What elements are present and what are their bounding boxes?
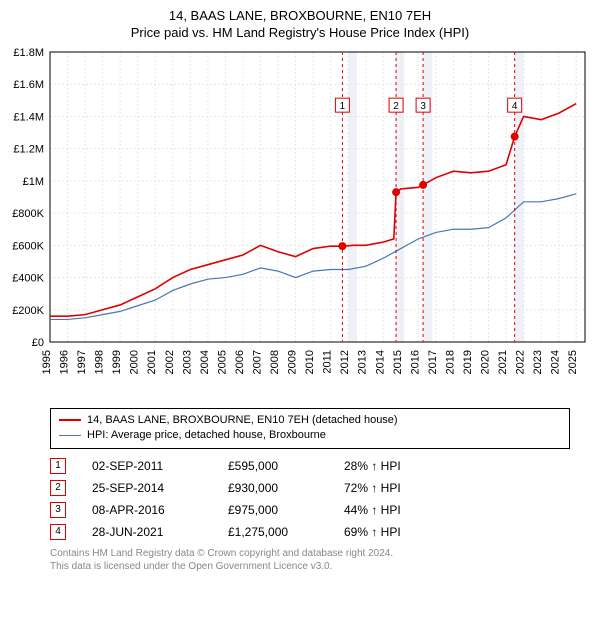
sale-pct: 44% ↑ HPI <box>344 503 444 517</box>
svg-text:£1.8M: £1.8M <box>13 47 44 59</box>
sale-marker: 2 <box>50 480 66 496</box>
sale-date: 28-JUN-2021 <box>92 525 202 539</box>
sale-row: 4 28-JUN-2021 £1,275,000 69% ↑ HPI <box>50 521 570 543</box>
sale-date: 08-APR-2016 <box>92 503 202 517</box>
svg-text:£400K: £400K <box>12 272 44 284</box>
legend-box: 14, BAAS LANE, BROXBOURNE, EN10 7EH (det… <box>50 408 570 449</box>
sale-price: £930,000 <box>228 481 318 495</box>
sale-pct: 28% ↑ HPI <box>344 459 444 473</box>
svg-text:2006: 2006 <box>234 350 246 374</box>
svg-text:1999: 1999 <box>111 350 123 374</box>
svg-text:2024: 2024 <box>550 350 562 374</box>
svg-text:3: 3 <box>420 101 426 112</box>
footer-line1: Contains HM Land Registry data © Crown c… <box>50 547 570 560</box>
sale-marker: 1 <box>50 458 66 474</box>
svg-text:2018: 2018 <box>444 350 456 374</box>
footer-line2: This data is licensed under the Open Gov… <box>50 560 570 573</box>
legend-swatch <box>59 419 81 421</box>
sale-marker: 3 <box>50 502 66 518</box>
svg-text:2008: 2008 <box>269 350 281 374</box>
sale-price: £595,000 <box>228 459 318 473</box>
svg-text:2015: 2015 <box>392 350 404 374</box>
svg-text:£1.6M: £1.6M <box>13 79 44 91</box>
svg-text:2022: 2022 <box>515 350 527 374</box>
svg-text:1997: 1997 <box>76 350 88 374</box>
svg-text:1: 1 <box>340 101 346 112</box>
svg-text:2009: 2009 <box>287 350 299 374</box>
sale-row: 3 08-APR-2016 £975,000 44% ↑ HPI <box>50 499 570 521</box>
svg-text:2023: 2023 <box>532 350 544 374</box>
svg-text:£1M: £1M <box>23 176 44 188</box>
svg-text:1998: 1998 <box>94 350 106 374</box>
svg-text:£1.2M: £1.2M <box>13 143 44 155</box>
svg-text:£0: £0 <box>32 337 44 349</box>
chart-title: 14, BAAS LANE, BROXBOURNE, EN10 7EH Pric… <box>0 0 600 42</box>
svg-text:2005: 2005 <box>216 350 228 374</box>
sale-pct: 69% ↑ HPI <box>344 525 444 539</box>
svg-text:2013: 2013 <box>357 350 369 374</box>
svg-text:2004: 2004 <box>199 350 211 374</box>
svg-text:2021: 2021 <box>497 350 509 374</box>
svg-text:2002: 2002 <box>164 350 176 374</box>
svg-text:2003: 2003 <box>181 350 193 374</box>
svg-text:2007: 2007 <box>251 350 263 374</box>
chart-svg: £0 £200K £400K £600K £800K £1M £1.2M £1.4M £1.6M… <box>0 42 600 402</box>
sale-row: 1 02-SEP-2011 £595,000 28% ↑ HPI <box>50 455 570 477</box>
sales-table: 1 02-SEP-2011 £595,000 28% ↑ HPI 2 25-SEP-201… <box>50 455 570 543</box>
svg-text:2000: 2000 <box>129 350 141 374</box>
svg-text:2025: 2025 <box>567 350 579 374</box>
svg-text:2019: 2019 <box>462 350 474 374</box>
sale-date: 25-SEP-2014 <box>92 481 202 495</box>
sale-row: 2 25-SEP-2014 £930,000 72% ↑ HPI <box>50 477 570 499</box>
svg-text:2010: 2010 <box>304 350 316 374</box>
svg-text:2020: 2020 <box>480 350 492 374</box>
svg-text:2014: 2014 <box>374 350 386 374</box>
sale-marker: 4 <box>50 524 66 540</box>
svg-text:2016: 2016 <box>409 350 421 374</box>
chart-area: £0 £200K £400K £600K £800K £1M £1.2M £1.4M £1.6M… <box>0 42 600 402</box>
legend-label: 14, BAAS LANE, BROXBOURNE, EN10 7EH (det… <box>87 413 398 428</box>
svg-text:4: 4 <box>512 101 518 112</box>
svg-text:£800K: £800K <box>12 208 44 220</box>
legend-row: 14, BAAS LANE, BROXBOURNE, EN10 7EH (det… <box>59 413 561 428</box>
sale-price: £1,275,000 <box>228 525 318 539</box>
sale-pct: 72% ↑ HPI <box>344 481 444 495</box>
legend-swatch <box>59 435 81 436</box>
title-line2: Price paid vs. HM Land Registry's House … <box>0 25 600 42</box>
svg-text:1995: 1995 <box>41 350 53 374</box>
svg-text:2001: 2001 <box>146 350 158 374</box>
svg-text:£600K: £600K <box>12 240 44 252</box>
sale-price: £975,000 <box>228 503 318 517</box>
footer-text: Contains HM Land Registry data © Crown c… <box>50 547 570 573</box>
chart-container: 14, BAAS LANE, BROXBOURNE, EN10 7EH Pric… <box>0 0 600 620</box>
svg-text:1996: 1996 <box>59 350 71 374</box>
svg-text:2: 2 <box>393 101 399 112</box>
legend-row: HPI: Average price, detached house, Brox… <box>59 428 561 443</box>
svg-text:2011: 2011 <box>322 350 334 374</box>
svg-text:2012: 2012 <box>339 350 351 374</box>
svg-text:2017: 2017 <box>427 350 439 374</box>
legend-label: HPI: Average price, detached house, Brox… <box>87 428 326 443</box>
sale-date: 02-SEP-2011 <box>92 459 202 473</box>
svg-text:£1.4M: £1.4M <box>13 111 44 123</box>
svg-text:£200K: £200K <box>12 305 44 317</box>
title-line1: 14, BAAS LANE, BROXBOURNE, EN10 7EH <box>0 8 600 25</box>
